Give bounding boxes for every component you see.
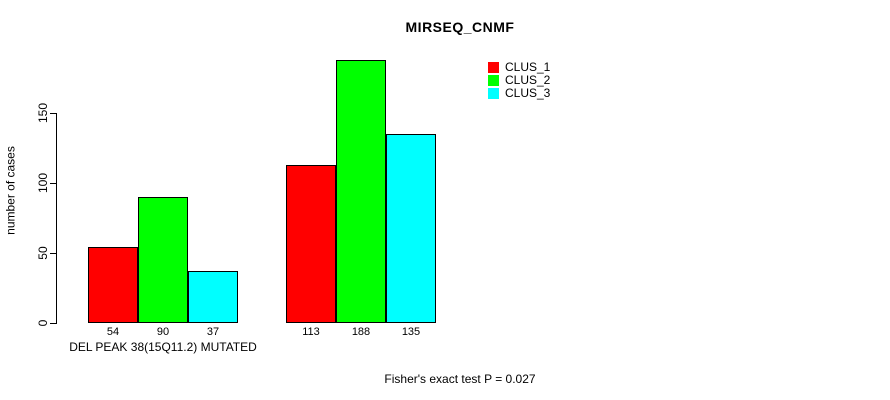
legend-swatch — [488, 61, 499, 73]
bar-clus_2 — [138, 197, 188, 323]
bar-value-label: 113 — [302, 326, 320, 338]
chart-title: MIRSEQ_CNMF — [405, 19, 515, 35]
bar-clus_3 — [188, 271, 238, 323]
legend-label: CLUS_1 — [505, 60, 551, 74]
legend: CLUS_1 CLUS_2 CLUS_3 — [488, 61, 550, 100]
annotation-text: Fisher's exact test P = 0.027 — [384, 372, 536, 386]
legend-item: CLUS_2 — [488, 74, 550, 86]
y-axis-line — [56, 113, 57, 324]
legend-item: CLUS_1 — [488, 61, 550, 73]
y-axis-label: number of cases — [3, 146, 18, 235]
bar-value-label: 90 — [156, 326, 170, 338]
bar-clus_3 — [386, 134, 436, 323]
bar-value-label: 54 — [106, 326, 120, 338]
legend-label: CLUS_2 — [505, 73, 551, 87]
legend-item: CLUS_3 — [488, 87, 550, 99]
bar-clus_2 — [336, 60, 386, 323]
bar-value-label: 188 — [351, 326, 371, 338]
bar-value-label: 37 — [206, 326, 220, 338]
y-axis-tick — [50, 113, 56, 114]
y-axis-tick-label: 100 — [36, 172, 50, 194]
bar-clus_1 — [88, 247, 138, 323]
y-axis-tick-label: 50 — [36, 246, 50, 260]
y-axis-tick-label: 150 — [36, 102, 50, 124]
x-axis-label: DEL PEAK 38(15Q11.2) MUTATED — [69, 340, 257, 354]
y-axis-tick — [50, 323, 56, 324]
legend-swatch — [488, 87, 499, 99]
y-axis-tick — [50, 183, 56, 184]
y-axis-tick-label: 0 — [36, 319, 50, 327]
legend-label: CLUS_3 — [505, 86, 551, 100]
bar-clus_1 — [286, 165, 336, 323]
bar-value-label: 135 — [401, 326, 421, 338]
y-axis-tick — [50, 253, 56, 254]
legend-swatch — [488, 74, 499, 86]
